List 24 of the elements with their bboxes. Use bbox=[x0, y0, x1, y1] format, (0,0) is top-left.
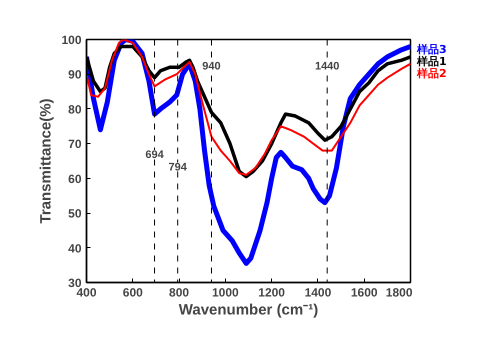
annotation: 940 bbox=[202, 60, 221, 73]
annotation: 1440 bbox=[314, 60, 340, 73]
x-tick-label: 1800 bbox=[386, 286, 413, 300]
x-tick-label: 1200 bbox=[258, 286, 286, 300]
x-axis-title: Wavenumber (cm⁻¹) bbox=[178, 302, 318, 318]
series-label: 样品3 bbox=[417, 43, 447, 56]
series-label: 样品2 bbox=[417, 67, 447, 80]
x-tick-label: 400 bbox=[76, 286, 97, 300]
y-tick-label: 40 bbox=[68, 241, 82, 256]
x-tick-label: 1600 bbox=[350, 286, 378, 300]
y-tick-label: 60 bbox=[68, 172, 82, 186]
series-label: 样品1 bbox=[417, 55, 447, 68]
x-tick-label: 1400 bbox=[304, 286, 332, 300]
y-tick-label: 100 bbox=[61, 33, 82, 47]
y-tick-label: 70 bbox=[68, 137, 82, 152]
x-tick-label: 600 bbox=[122, 286, 144, 300]
annotation: 694 bbox=[145, 149, 165, 162]
y-tick-label: 90 bbox=[68, 68, 82, 82]
y-axis-title: Transmittance(%) bbox=[37, 98, 54, 224]
y-tick-label: 80 bbox=[68, 102, 82, 116]
x-tick-label: 1000 bbox=[212, 286, 240, 300]
annotation: 794 bbox=[168, 162, 188, 174]
x-tick-label: 800 bbox=[169, 286, 190, 300]
y-tick-label: 50 bbox=[68, 206, 82, 221]
